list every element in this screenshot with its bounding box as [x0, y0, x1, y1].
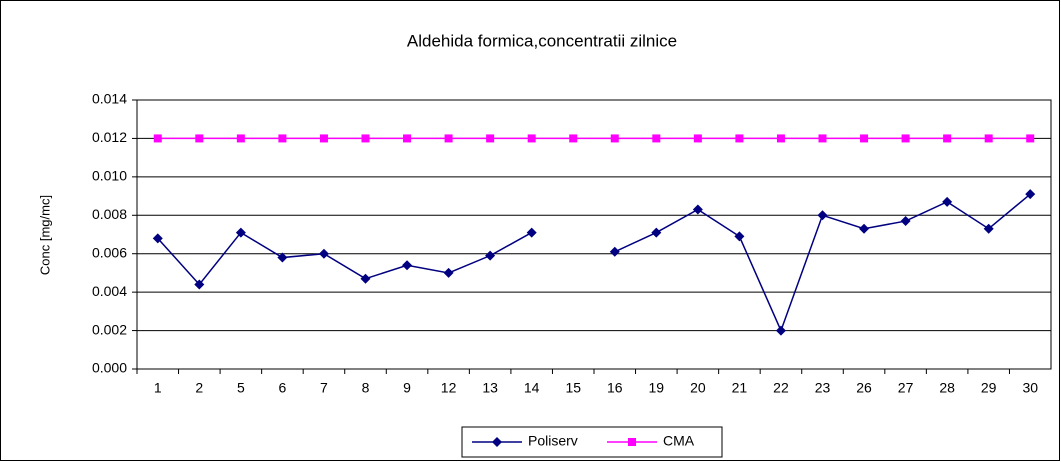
diamond-marker [1025, 189, 1036, 200]
y-tick-label: 0.004 [92, 283, 127, 299]
x-tick-label: 9 [403, 380, 411, 396]
square-marker [693, 134, 702, 143]
diamond-marker [900, 216, 911, 227]
x-tick-label: 28 [939, 380, 955, 396]
diamond-marker [492, 437, 502, 447]
square-marker [569, 134, 578, 143]
y-tick-label: 0.002 [92, 321, 127, 337]
diamond-marker [983, 223, 994, 234]
diamond-marker [775, 325, 786, 336]
square-marker [278, 134, 287, 143]
diamond-marker [235, 227, 246, 238]
x-tick-label: 26 [856, 380, 872, 396]
x-tick-label: 2 [195, 380, 203, 396]
plot-area [136, 99, 1052, 370]
x-tick-label: 29 [981, 380, 997, 396]
square-marker [153, 134, 162, 143]
x-tick-label: 21 [732, 380, 748, 396]
square-marker [610, 134, 619, 143]
square-marker [1026, 134, 1035, 143]
diamond-marker [526, 227, 537, 238]
square-marker [652, 134, 661, 143]
diamond-marker [152, 233, 163, 244]
x-tick-label: 12 [441, 380, 457, 396]
diamond-marker [194, 279, 205, 290]
square-marker [628, 438, 636, 446]
square-marker [735, 134, 744, 143]
legend-box [461, 426, 723, 458]
y-tick-label: 0.012 [92, 129, 127, 145]
square-marker [236, 134, 245, 143]
x-tick-label: 6 [279, 380, 287, 396]
x-tick-label: 23 [815, 380, 831, 396]
chart-title: Aldehida formica,concentratii zilnice [407, 31, 677, 50]
square-marker [818, 134, 827, 143]
y-tick-label: 0.008 [92, 206, 127, 222]
legend-label: Poliserv [528, 433, 578, 449]
x-tick-label: 19 [649, 380, 665, 396]
diamond-marker [734, 231, 745, 242]
y-tick-label: 0.000 [92, 360, 127, 376]
y-tick-label: 0.014 [92, 91, 127, 107]
square-marker [403, 134, 412, 143]
square-marker [361, 134, 370, 143]
square-marker [195, 134, 204, 143]
x-tick-label: 14 [524, 380, 540, 396]
x-tick-label: 30 [1022, 380, 1038, 396]
square-marker [901, 134, 910, 143]
square-marker [527, 134, 536, 143]
square-marker [486, 134, 495, 143]
legend-label: CMA [663, 433, 695, 449]
x-tick-label: 8 [362, 380, 370, 396]
x-tick-label: 20 [690, 380, 706, 396]
square-marker [860, 134, 869, 143]
diamond-marker [859, 223, 870, 234]
diamond-marker [485, 250, 496, 261]
x-tick-label: 16 [607, 380, 623, 396]
square-marker [776, 134, 785, 143]
diamond-marker [817, 210, 828, 221]
diamond-marker [318, 248, 329, 259]
y-axis-label: Conc [mg/mc] [37, 195, 52, 275]
x-tick-label: 22 [773, 380, 789, 396]
diamond-marker [692, 204, 703, 215]
diamond-marker [609, 246, 620, 257]
square-marker [319, 134, 328, 143]
square-marker [444, 134, 453, 143]
x-tick-label: 7 [320, 380, 328, 396]
diamond-marker [402, 260, 413, 271]
square-marker [943, 134, 952, 143]
square-marker [984, 134, 993, 143]
x-tick-label: 1 [154, 380, 162, 396]
x-tick-label: 13 [482, 380, 498, 396]
diamond-marker [360, 273, 371, 284]
diamond-marker [651, 227, 662, 238]
diamond-marker [942, 196, 953, 207]
x-tick-label: 5 [237, 380, 245, 396]
diamond-marker [277, 252, 288, 263]
y-tick-label: 0.006 [92, 244, 127, 260]
x-tick-label: 15 [565, 380, 581, 396]
x-tick-label: 27 [898, 380, 914, 396]
y-tick-label: 0.010 [92, 168, 127, 184]
diamond-marker [443, 267, 454, 278]
